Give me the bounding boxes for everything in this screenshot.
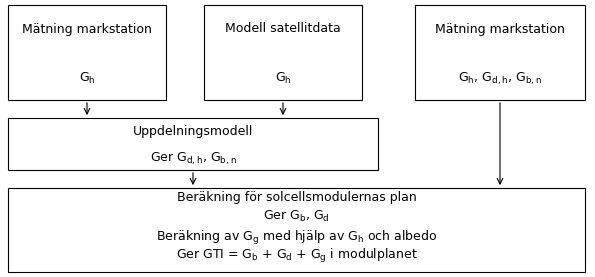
Bar	[8, 5, 166, 100]
Text: Mätning markstation: Mätning markstation	[435, 22, 565, 35]
Text: G$_\mathregular{h}$: G$_\mathregular{h}$	[275, 71, 292, 86]
Text: G$_\mathregular{h}$: G$_\mathregular{h}$	[79, 71, 95, 86]
Text: Ger GTI = G$_\mathregular{b}$ + G$_\mathregular{d}$ + G$_\mathregular{g}$ i modu: Ger GTI = G$_\mathregular{b}$ + G$_\math…	[176, 247, 417, 265]
Text: G$_\mathregular{h}$, G$_\mathregular{d,h}$, G$_\mathregular{b,n}$: G$_\mathregular{h}$, G$_\mathregular{d,h…	[458, 70, 542, 87]
Bar	[204, 5, 362, 100]
Text: Ger G$_\mathregular{d,h}$, G$_\mathregular{b,n}$: Ger G$_\mathregular{d,h}$, G$_\mathregul…	[149, 151, 236, 167]
Text: Ger G$_\mathregular{b}$, G$_\mathregular{d}$: Ger G$_\mathregular{b}$, G$_\mathregular…	[263, 209, 330, 224]
Text: Beräkning av G$_\mathregular{g}$ med hjälp av G$_\mathregular{h}$ och albedo: Beräkning av G$_\mathregular{g}$ med hjä…	[156, 229, 437, 247]
Text: Mätning markstation: Mätning markstation	[22, 22, 152, 35]
Text: Modell satellitdata: Modell satellitdata	[225, 22, 341, 35]
Bar	[8, 188, 585, 272]
Text: Uppdelningsmodell: Uppdelningsmodell	[133, 125, 253, 138]
Bar	[8, 118, 378, 170]
Bar	[415, 5, 585, 100]
Text: Beräkning för solcellsmodulernas plan: Beräkning för solcellsmodulernas plan	[177, 191, 416, 204]
